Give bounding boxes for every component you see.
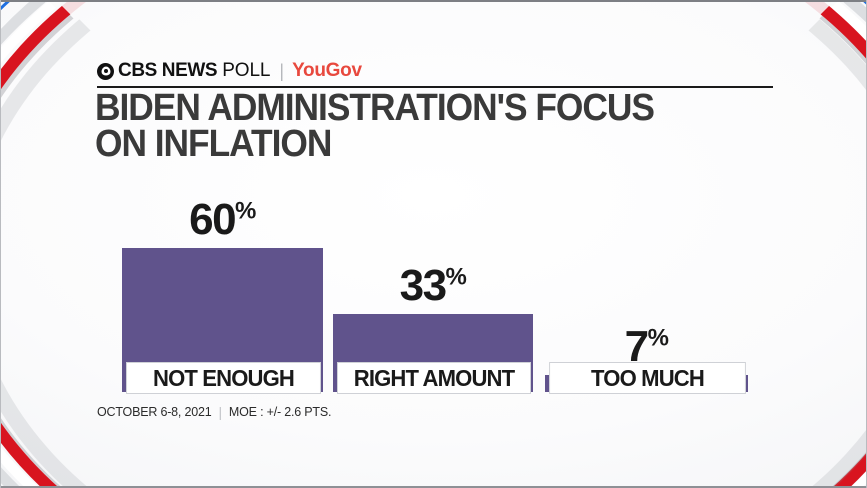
bar-value-label: 7% (545, 325, 748, 369)
footnote-dates: OCTOBER 6-8, 2021 (97, 405, 212, 419)
page-title-line-1: BIDEN ADMINISTRATION'S FOCUS (95, 87, 655, 129)
category-label-box: NOT ENOUGH (126, 362, 321, 394)
bar-value-label: 33% (333, 264, 533, 308)
category-label: TOO MUCH (591, 364, 705, 391)
footnote: OCTOBER 6-8, 2021 | MOE : +/- 2.6 PTS. (97, 404, 331, 420)
bar-value-percent-sign: % (647, 324, 669, 352)
category-label: NOT ENOUGH (152, 364, 295, 391)
header-rule (97, 86, 773, 88)
category-label-box: RIGHT AMOUNT (337, 362, 531, 394)
footnote-moe: MOE : +/- 2.6 PTS. (228, 405, 332, 419)
brand-network: CBS NEWS (118, 60, 218, 81)
brand-bar: CBS NEWS POLL | YouGov (97, 60, 362, 82)
cbs-eye-icon (97, 62, 114, 80)
bar-value-percent-sign: % (235, 197, 256, 225)
bar-value-percent-sign: % (445, 263, 467, 291)
brand-poll-word: POLL (222, 60, 271, 81)
bar-value-number: 60 (189, 195, 236, 244)
bar-value-number: 7 (624, 322, 649, 371)
category-label-box: TOO MUCH (549, 362, 746, 394)
bar-value-label: 60% (122, 198, 323, 242)
footnote-separator: | (218, 404, 222, 420)
brand-separator: | (279, 60, 285, 81)
page-title-line-2: ON INFLATION (95, 123, 332, 165)
page-title: BIDEN ADMINISTRATION'S FOCUS ON INFLATIO… (95, 87, 746, 165)
category-label: RIGHT AMOUNT (353, 364, 515, 391)
bar-value-number: 33 (399, 261, 447, 310)
brand-partner: YouGov (292, 60, 362, 81)
